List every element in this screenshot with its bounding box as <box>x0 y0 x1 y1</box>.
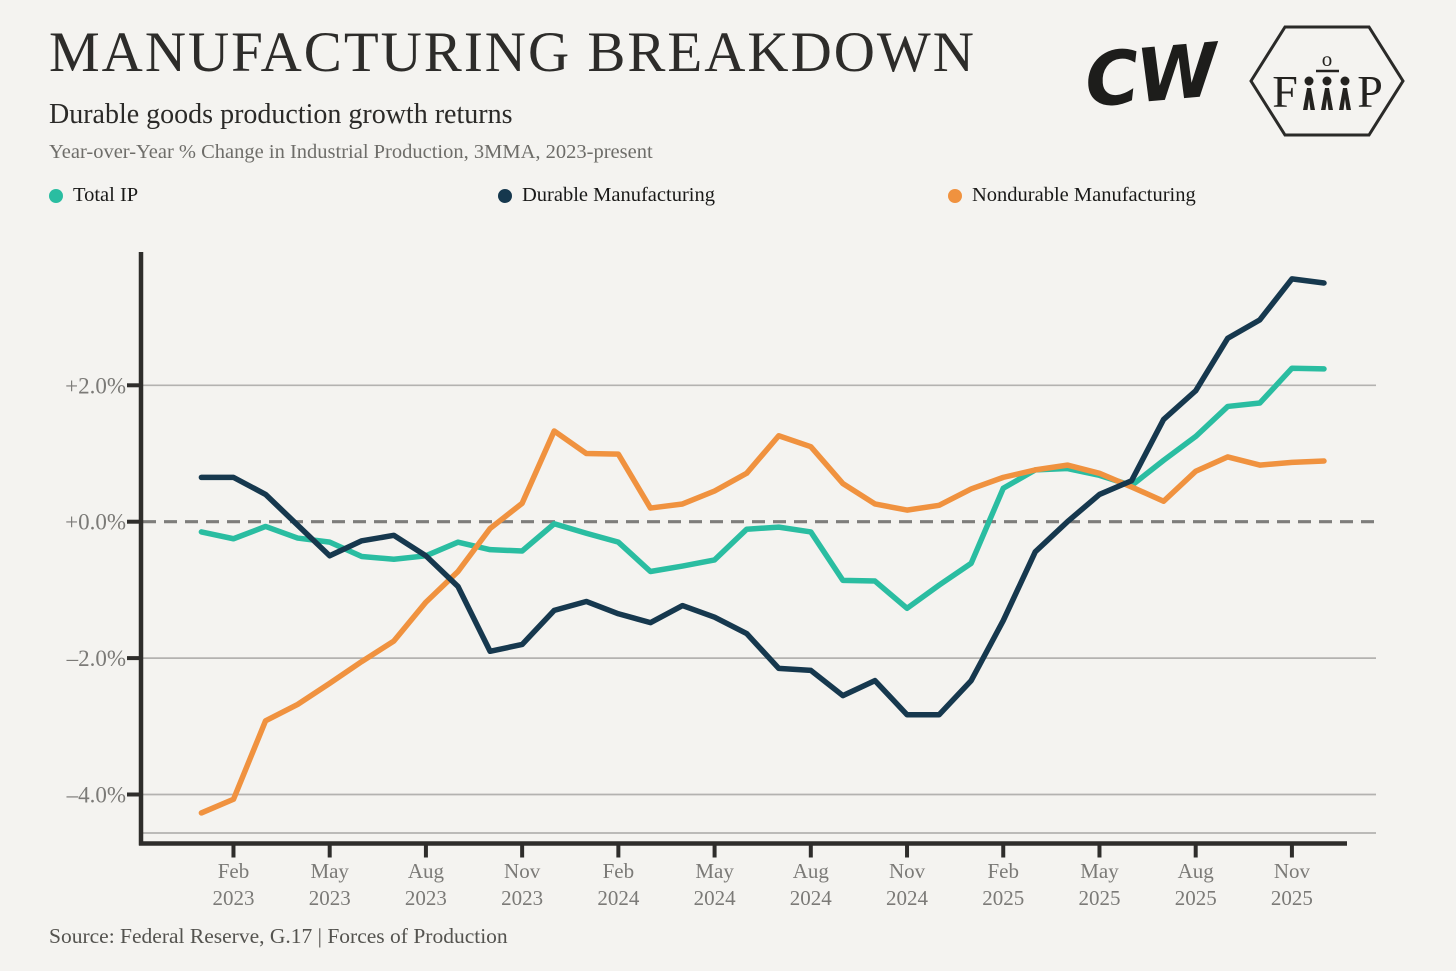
x-tick-label: May 2023 <box>309 859 351 910</box>
x-tick-label: Nov 2025 <box>1271 859 1313 910</box>
x-tick-label: Aug 2024 <box>790 859 833 910</box>
x-tick-label: May 2024 <box>694 859 737 910</box>
people-icon <box>1303 76 1351 110</box>
x-tick-label: Aug 2025 <box>1175 859 1217 910</box>
x-tick-label: Feb 2024 <box>597 859 640 910</box>
y-tick-label: –2.0% <box>66 646 126 671</box>
x-tick-label: Feb 2025 <box>982 859 1024 910</box>
x-tick-label: Nov 2024 <box>886 859 929 910</box>
badge-letter-f: F <box>1272 66 1298 117</box>
chart-subtitle: Durable goods production growth returns <box>49 99 513 130</box>
chart-caption: Year-over-Year % Change in Industrial Pr… <box>49 141 653 163</box>
nondurable-dot-icon <box>948 188 962 203</box>
y-tick-label: –4.0% <box>66 783 126 808</box>
total-ip-dot-icon <box>49 188 63 203</box>
series-line-durable-manufacturing <box>198 276 1327 718</box>
forces-of-production-badge: F P o <box>1249 25 1405 137</box>
y-tick-label: +0.0% <box>65 510 126 535</box>
legend-label: Durable Manufacturing <box>522 184 715 206</box>
cw-logo: CW <box>1081 27 1219 125</box>
series-line-total-ip <box>198 365 1327 612</box>
legend-item-nondurable: Nondurable Manufacturing <box>948 184 1196 207</box>
badge-letter-p: P <box>1357 66 1383 117</box>
legend-item-durable: Durable Manufacturing <box>498 184 715 207</box>
badge-hexagon <box>1249 25 1405 137</box>
x-tick-label: Aug 2023 <box>405 859 447 910</box>
x-tick-label: Feb 2023 <box>212 859 254 910</box>
legend-label: Nondurable Manufacturing <box>972 184 1196 206</box>
legend: Total IP Durable Manufacturing Nondurabl… <box>0 184 1456 212</box>
x-tick-label: Nov 2023 <box>501 859 543 910</box>
legend-label: Total IP <box>73 184 139 206</box>
series-line-nondurable-manufacturing <box>198 428 1327 816</box>
source-note: Source: Federal Reserve, G.17 | Forces o… <box>49 924 508 948</box>
x-tick-label: May 2025 <box>1078 859 1120 910</box>
page-title: MANUFACTURING BREAKDOWN <box>49 21 976 84</box>
legend-item-total-ip: Total IP <box>49 184 138 207</box>
y-tick-label: +2.0% <box>65 373 126 398</box>
durable-dot-icon <box>498 188 512 203</box>
badge-letter-o: o <box>1322 47 1333 71</box>
